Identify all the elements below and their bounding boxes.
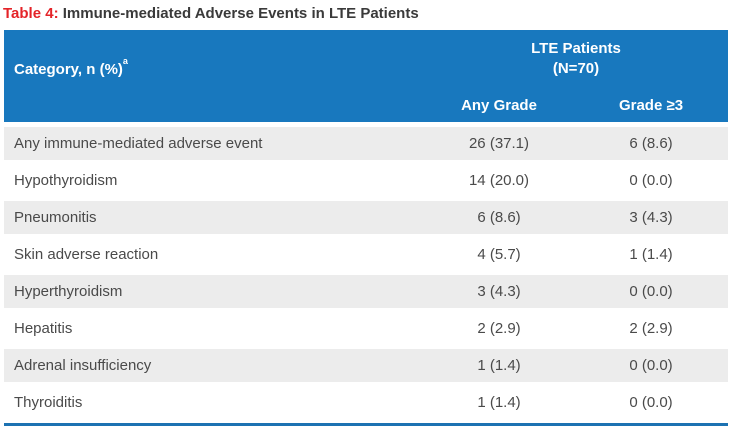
- category-cell: Skin adverse reaction: [14, 246, 159, 263]
- any-grade-cell: 2 (2.9): [477, 320, 521, 337]
- category-cell: Thyroiditis: [14, 394, 83, 411]
- table-bottom-border: [4, 423, 728, 426]
- col-header-grade-ge3: Grade ≥3: [618, 97, 684, 114]
- category-column-header: Category, n (%)a: [4, 30, 424, 122]
- category-header-label: Category, n (%)a: [14, 55, 128, 78]
- grade-ge3-cell: 0 (0.0): [629, 394, 673, 411]
- table-row: Thyroiditis 1 (1.4) 0 (0.0): [4, 386, 728, 419]
- group-header-label: LTE Patients (N=70): [424, 30, 728, 79]
- table-title: Table 4: Immune-mediated Adverse Events …: [0, 0, 733, 30]
- category-cell: Adrenal insufficiency: [14, 357, 152, 374]
- grade-ge3-cell: 0 (0.0): [629, 283, 673, 300]
- grade-ge3-cell: 0 (0.0): [629, 172, 673, 189]
- group-header-line2: (N=70): [552, 60, 600, 77]
- table-row: Skin adverse reaction 4 (5.7) 1 (1.4): [4, 238, 728, 271]
- category-cell: Hypothyroidism: [14, 172, 118, 189]
- category-cell: Hyperthyroidism: [14, 283, 123, 300]
- table-body: Any immune-mediated adverse event 26 (37…: [4, 127, 728, 419]
- table-row: Any immune-mediated adverse event 26 (37…: [4, 127, 728, 160]
- table-title-label: Table 4:: [3, 5, 59, 22]
- grade-ge3-cell: 0 (0.0): [629, 357, 673, 374]
- table-row: Hyperthyroidism 3 (4.3) 0 (0.0): [4, 275, 728, 308]
- table-header: Category, n (%)a LTE Patients (N=70) Any…: [4, 30, 728, 122]
- group-header-line1: LTE Patients: [531, 40, 621, 57]
- any-grade-cell: 1 (1.4): [477, 394, 521, 411]
- table-row: Hypothyroidism 14 (20.0) 0 (0.0): [4, 164, 728, 197]
- category-cell: Hepatitis: [14, 320, 73, 337]
- grade-ge3-cell: 3 (4.3): [629, 209, 673, 226]
- table-row: Adrenal insufficiency 1 (1.4) 0 (0.0): [4, 349, 728, 382]
- table-row: Pneumonitis 6 (8.6) 3 (4.3): [4, 201, 728, 234]
- footnote-marker: a: [122, 55, 128, 66]
- any-grade-cell: 4 (5.7): [477, 246, 521, 263]
- grade-ge3-cell: 2 (2.9): [629, 320, 673, 337]
- table-title-text: Immune-mediated Adverse Events in LTE Pa…: [62, 5, 419, 22]
- category-cell: Pneumonitis: [14, 209, 97, 226]
- any-grade-cell: 26 (37.1): [468, 135, 530, 152]
- grade-ge3-cell: 1 (1.4): [629, 246, 673, 263]
- grade-ge3-cell: 6 (8.6): [629, 135, 673, 152]
- category-cell: Any immune-mediated adverse event: [14, 135, 263, 152]
- any-grade-cell: 1 (1.4): [477, 357, 521, 374]
- sub-headers-row: Any Grade Grade ≥3: [424, 97, 728, 122]
- lte-patients-group-header: LTE Patients (N=70) Any Grade Grade ≥3: [424, 30, 728, 122]
- any-grade-cell: 3 (4.3): [477, 283, 521, 300]
- col-header-any-grade: Any Grade: [461, 97, 537, 114]
- any-grade-cell: 6 (8.6): [477, 209, 521, 226]
- table-row: Hepatitis 2 (2.9) 2 (2.9): [4, 312, 728, 345]
- adverse-events-table: Category, n (%)a LTE Patients (N=70) Any…: [4, 30, 728, 426]
- any-grade-cell: 14 (20.0): [468, 172, 530, 189]
